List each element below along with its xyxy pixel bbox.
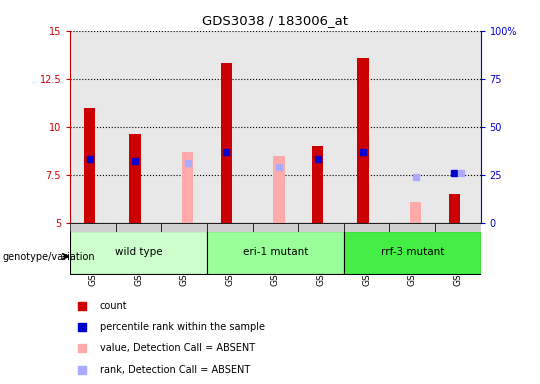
Bar bbox=[182, 152, 193, 223]
Text: wild type: wild type bbox=[115, 247, 163, 258]
Text: rrf-3 mutant: rrf-3 mutant bbox=[381, 247, 444, 258]
Bar bbox=[130, 134, 141, 223]
Text: value, Detection Call = ABSENT: value, Detection Call = ABSENT bbox=[100, 343, 255, 354]
Bar bbox=[116, 223, 161, 232]
Bar bbox=[253, 223, 298, 232]
Bar bbox=[70, 231, 207, 274]
Bar bbox=[161, 223, 207, 232]
Bar bbox=[344, 223, 389, 232]
Bar bbox=[207, 231, 344, 274]
Bar bbox=[207, 223, 253, 232]
Bar bbox=[410, 202, 421, 223]
Bar bbox=[344, 231, 481, 274]
Bar bbox=[298, 223, 344, 232]
Text: eri-1 mutant: eri-1 mutant bbox=[242, 247, 308, 258]
Text: genotype/variation: genotype/variation bbox=[3, 252, 96, 262]
Title: GDS3038 / 183006_at: GDS3038 / 183006_at bbox=[202, 14, 348, 27]
Text: percentile rank within the sample: percentile rank within the sample bbox=[100, 322, 265, 333]
Bar bbox=[449, 194, 460, 223]
Bar bbox=[389, 223, 435, 232]
Text: rank, Detection Call = ABSENT: rank, Detection Call = ABSENT bbox=[100, 364, 250, 375]
Bar bbox=[312, 146, 323, 223]
Bar bbox=[357, 58, 369, 223]
Bar bbox=[84, 108, 95, 223]
Bar bbox=[70, 223, 116, 232]
Bar bbox=[435, 223, 481, 232]
Text: count: count bbox=[100, 301, 127, 311]
Bar bbox=[273, 156, 285, 223]
Bar bbox=[221, 63, 232, 223]
